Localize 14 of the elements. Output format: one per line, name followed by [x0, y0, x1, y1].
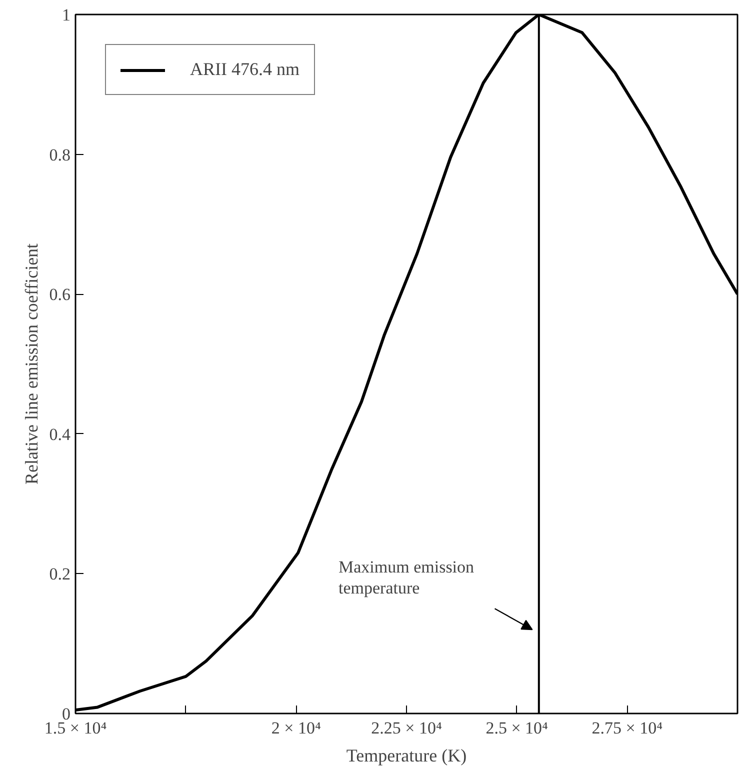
y-tick-label: 1 [62, 6, 70, 24]
y-axis-title: Relative line emission coefficient [21, 243, 42, 485]
y-tick-label: 0.6 [49, 285, 70, 304]
y-tick-label: 0.2 [49, 564, 70, 584]
x-tick-label: 2 × 10⁴ [271, 718, 321, 738]
legend-label: ARII 476.4 nm [190, 59, 300, 80]
y-tick-label: 0.8 [49, 145, 70, 164]
x-tick-label: 2.25 × 10⁴ [371, 718, 442, 738]
x-tick-label: 2.5 × 10⁴ [486, 718, 548, 738]
y-tick-label: 0.4 [49, 424, 71, 444]
x-tick-label: 2.75 × 10⁴ [592, 718, 663, 738]
x-axis-title: Temperature (K) [346, 746, 467, 766]
annotation: Maximum emission temperature [338, 558, 475, 598]
line-series [76, 14, 738, 712]
